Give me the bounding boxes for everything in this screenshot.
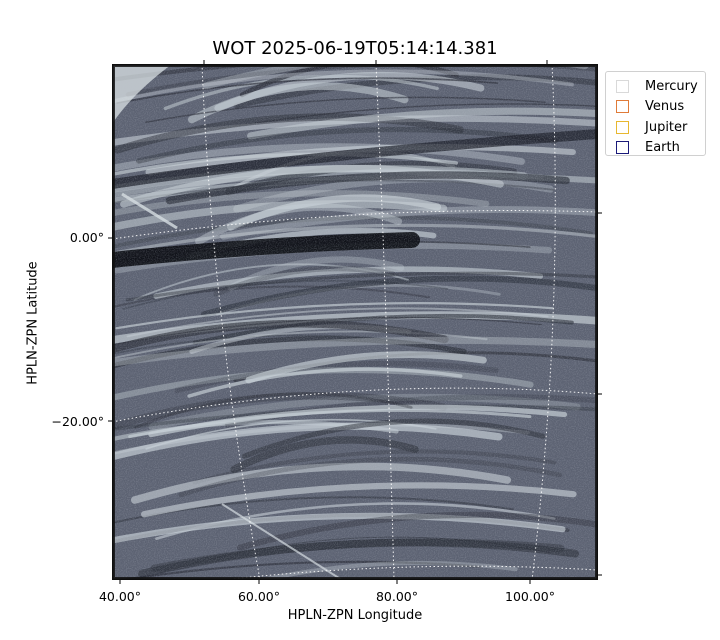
coordinate-grid (112, 64, 598, 580)
x-tick-label: 60.00° (238, 589, 280, 604)
grid-line (112, 387, 598, 423)
legend-label: Venus (645, 99, 685, 115)
x-axis-label: HPLN-ZPN Longitude (287, 608, 423, 623)
legend-item-venus: Venus (616, 97, 705, 118)
venus-swatch (616, 100, 629, 114)
legend-label: Mercury (645, 78, 698, 94)
chart-title: WOT 2025-06-19T05:14:14.381 (212, 38, 498, 59)
legend-label: Jupiter (645, 119, 688, 135)
y-axis-label: HPLN-ZPN Latitude (25, 261, 41, 385)
y-tick-label: 0.00° (70, 230, 104, 245)
grid-line (531, 64, 556, 580)
grid-line (201, 64, 261, 580)
earth-swatch (616, 141, 629, 155)
x-tick-label: 40.00° (99, 589, 141, 604)
x-tick-label: 80.00° (376, 589, 418, 604)
grid-line (112, 210, 598, 240)
mercury-swatch (616, 79, 629, 93)
y-tick-label: −20.00° (51, 414, 104, 429)
legend-item-earth: Earth (616, 138, 705, 159)
grid-line (375, 64, 395, 580)
legend-item-mercury: Mercury (616, 76, 705, 97)
grid-line (221, 565, 598, 580)
heliographic-image (109, 61, 601, 583)
x-tick-label: 100.00° (505, 589, 555, 604)
jupiter-swatch (616, 120, 629, 134)
legend-label: Earth (645, 140, 680, 156)
plot-area (109, 61, 601, 583)
noise-texture (112, 64, 598, 580)
legend: Mercury Venus Jupiter Earth (605, 71, 706, 156)
legend-item-jupiter: Jupiter (616, 117, 705, 138)
